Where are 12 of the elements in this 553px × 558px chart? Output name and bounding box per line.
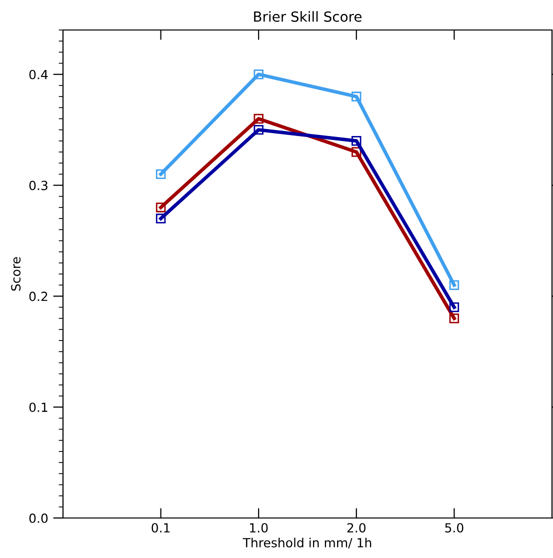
y-axis-title: Score: [11, 257, 21, 291]
x-tick-label: 2.0: [347, 523, 366, 533]
y-tick-label: 0.3: [29, 180, 48, 190]
x-tick-label: 5.0: [445, 523, 464, 533]
y-tick-label: 0.1: [29, 402, 48, 412]
chart-title: Brier Skill Score: [254, 11, 362, 22]
y-tick-label: 0.4: [29, 70, 48, 80]
x-axis-title: Threshold in mm/ 1h: [242, 538, 372, 548]
y-tick-label: 0.2: [29, 292, 48, 302]
x-tick-label: 0.1: [152, 523, 170, 533]
y-tick-label: 0.0: [29, 513, 48, 523]
x-tick-label: 1.0: [250, 523, 268, 533]
